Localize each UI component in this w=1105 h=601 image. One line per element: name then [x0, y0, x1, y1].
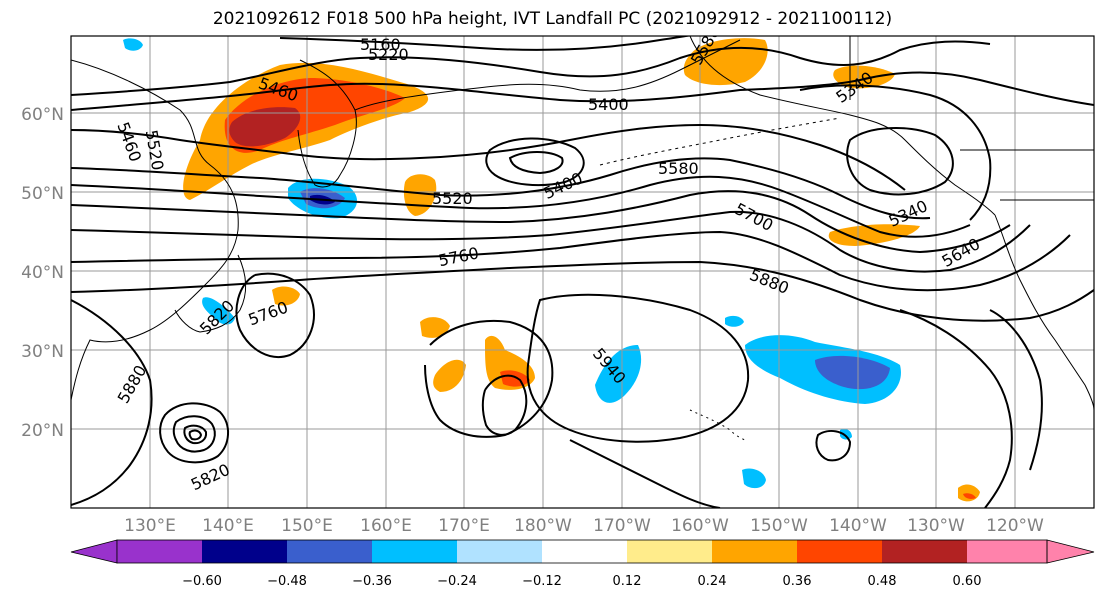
lon-label: 170°W — [593, 516, 651, 536]
map-title: 2021092612 F018 500 hPa height, IVT Land… — [212, 9, 893, 29]
coastline-kamchatka — [297, 59, 357, 188]
colorbar-swatch — [287, 540, 372, 563]
ivt-negative-region-small-b — [840, 428, 852, 440]
ivt-positive-region-japan — [272, 286, 300, 306]
coastline-siberia-east — [354, 39, 741, 111]
colorbar-tick: −0.60 — [182, 574, 222, 589]
colorbar-swatch — [372, 540, 457, 563]
lat-label: 40°N — [21, 263, 64, 283]
colorbar-swatch — [117, 540, 202, 563]
lat-label: 60°N — [21, 105, 64, 125]
height-contours — [71, 36, 1094, 508]
colorbar-swatch — [542, 540, 627, 563]
colorbar-tick: 0.12 — [613, 574, 642, 589]
lat-label: 30°N — [21, 342, 64, 362]
colorbar-tick: −0.36 — [352, 574, 392, 589]
ivt-negative-region-japan — [202, 297, 235, 325]
colorbar-swatch — [202, 540, 287, 563]
coastline-asia — [71, 59, 239, 401]
colorbar-swatch — [457, 540, 542, 563]
ivt-negative-region-pacific-small — [742, 468, 766, 489]
colorbar-extend-low — [70, 539, 118, 564]
longitude-labels: 130°E 140°E 150°E 160°E 170°E 180°W 170°… — [124, 516, 1044, 536]
coastline-alaska — [689, 36, 996, 216]
ivt-positive-region-kamchatka-max — [229, 107, 301, 147]
ivt-shading-negative — [123, 38, 901, 489]
colorbar-swatch — [882, 540, 967, 563]
contour-label: 5580 — [658, 159, 699, 178]
lon-label: 170°E — [438, 516, 490, 536]
colorbar-tick: −0.24 — [437, 574, 477, 589]
map-panel: 5160 5220 5460 5520 5460 5580 5400 5340 … — [71, 35, 1094, 508]
colorbar-swatch — [627, 540, 712, 563]
ivt-shading-positive — [183, 38, 980, 502]
colorbar-tick: 0.36 — [783, 574, 812, 589]
map-frame — [70, 35, 1095, 509]
ivt-negative-region-subtropical — [595, 345, 642, 403]
border-canada-us — [849, 36, 1094, 201]
colorbar-tick: −0.12 — [522, 574, 562, 589]
colorbar-swatch — [797, 540, 882, 563]
colorbar-tick: 0.60 — [953, 574, 982, 589]
contour-label: 5400 — [588, 95, 629, 114]
colorbar-tick: 0.48 — [868, 574, 897, 589]
ivt-negative-region-dateline-small — [725, 315, 744, 327]
lon-label: 180°W — [514, 516, 572, 536]
lon-label: 160°E — [360, 516, 412, 536]
lon-label: 130°W — [907, 516, 965, 536]
coastline-aleutians — [599, 117, 841, 166]
contour-label: 5520 — [432, 189, 473, 208]
coastline-north-america — [994, 214, 1094, 411]
lat-label: 50°N — [21, 184, 64, 204]
ivt-positive-region-bering — [683, 38, 768, 86]
colorbar-extend-high — [1046, 539, 1095, 564]
coastline-japan — [174, 254, 247, 333]
colorbar-swatch — [967, 540, 1047, 563]
colorbar-tick: 0.24 — [698, 574, 727, 589]
colorbar-tick: −0.48 — [267, 574, 307, 589]
contour-label: 5160 — [360, 35, 401, 54]
ivt-positive-region-subtropical-c — [420, 317, 450, 338]
ivt-positive-region-west-coast-core — [963, 493, 976, 499]
contour-label: 5220 — [368, 45, 409, 64]
coastlines — [71, 36, 1094, 441]
lon-label: 160°W — [671, 516, 729, 536]
latitude-labels: 60°N 50°N 40°N 30°N 20°N — [21, 105, 64, 441]
colorbar: −0.60 −0.48 −0.36 −0.24 −0.12 0.12 0.24 … — [70, 539, 1095, 589]
lon-label: 140°E — [202, 516, 254, 536]
colorbar-swatch — [712, 540, 797, 563]
lon-label: 140°W — [829, 516, 887, 536]
lon-label: 150°E — [281, 516, 333, 536]
ivt-negative-region-hawaii-east-core — [815, 355, 890, 390]
ivt-positive-region-subtropical-b — [433, 359, 466, 392]
ivt-negative-region-northwest — [123, 38, 143, 51]
ivt-positive-region-gulf-south — [828, 224, 920, 246]
lon-label: 150°W — [750, 516, 808, 536]
lat-label: 20°N — [21, 421, 64, 441]
lon-label: 120°W — [986, 516, 1044, 536]
lon-label: 130°E — [124, 516, 176, 536]
